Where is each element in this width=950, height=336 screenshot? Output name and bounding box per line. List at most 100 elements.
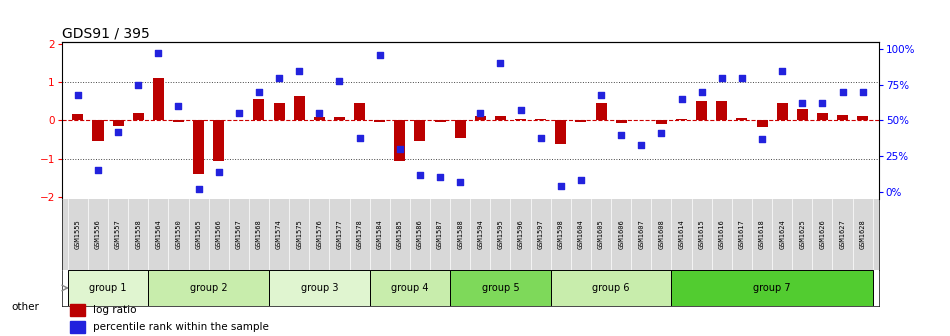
Text: GSM1626: GSM1626 <box>820 220 826 249</box>
Bar <box>736 118 748 120</box>
Text: GSM1594: GSM1594 <box>477 220 484 249</box>
Text: group 4: group 4 <box>391 283 428 293</box>
Point <box>312 111 327 116</box>
Point <box>110 129 125 134</box>
Text: log ratio: log ratio <box>93 305 136 315</box>
Point <box>614 132 629 137</box>
Point <box>795 100 810 106</box>
Text: GSM1566: GSM1566 <box>216 220 221 249</box>
Text: GDS91 / 395: GDS91 / 395 <box>62 26 149 40</box>
Bar <box>173 120 184 122</box>
Point <box>473 111 488 116</box>
Bar <box>450 270 551 306</box>
Text: GSM1577: GSM1577 <box>336 220 342 249</box>
Point <box>452 179 467 184</box>
Text: other: other <box>11 302 39 312</box>
Text: GSM1624: GSM1624 <box>779 220 785 249</box>
Point <box>734 75 750 80</box>
Point <box>674 96 689 102</box>
Text: GSM1588: GSM1588 <box>457 220 464 249</box>
Point <box>252 89 267 95</box>
Point <box>694 89 710 95</box>
Point <box>211 169 226 174</box>
Bar <box>551 270 672 306</box>
Text: percentile rank within the sample: percentile rank within the sample <box>93 322 269 332</box>
Bar <box>777 103 788 120</box>
Bar <box>817 113 828 120</box>
Point <box>332 78 347 83</box>
Point <box>191 186 206 192</box>
Bar <box>67 270 148 306</box>
Text: group 6: group 6 <box>593 283 630 293</box>
Bar <box>837 115 848 120</box>
Text: group 5: group 5 <box>482 283 520 293</box>
Point <box>292 68 307 73</box>
Bar <box>756 120 768 127</box>
Bar <box>70 322 85 333</box>
Text: GSM1555: GSM1555 <box>75 220 81 249</box>
Text: GSM1617: GSM1617 <box>739 220 745 249</box>
Bar <box>555 120 566 144</box>
Text: GSM1587: GSM1587 <box>437 220 443 249</box>
Bar <box>193 120 204 174</box>
Point <box>574 178 589 183</box>
Point <box>392 146 408 152</box>
Text: GSM1578: GSM1578 <box>356 220 363 249</box>
Text: GSM1585: GSM1585 <box>397 220 403 249</box>
Point <box>493 61 508 66</box>
Point <box>533 135 548 140</box>
Text: GSM1597: GSM1597 <box>538 220 543 249</box>
Bar <box>535 119 546 120</box>
Point <box>171 103 186 109</box>
Bar <box>716 101 728 120</box>
Text: group 7: group 7 <box>753 283 791 293</box>
Point <box>412 172 428 177</box>
Point <box>151 51 166 56</box>
Text: GSM1615: GSM1615 <box>698 220 705 249</box>
Text: GSM1625: GSM1625 <box>799 220 806 249</box>
Text: GSM1556: GSM1556 <box>95 220 101 249</box>
Point <box>654 131 669 136</box>
Bar <box>333 117 345 120</box>
Text: group 2: group 2 <box>190 283 227 293</box>
Bar <box>354 103 365 120</box>
Bar <box>672 270 873 306</box>
Point <box>774 68 789 73</box>
Point <box>594 92 609 97</box>
Text: GSM1606: GSM1606 <box>618 220 624 249</box>
Point <box>272 75 287 80</box>
Bar <box>112 120 124 126</box>
Point <box>231 111 246 116</box>
Point <box>372 52 388 57</box>
Bar <box>294 95 305 120</box>
Bar <box>153 78 164 120</box>
Text: GSM1596: GSM1596 <box>518 220 523 249</box>
Bar <box>434 120 446 122</box>
Text: GSM1567: GSM1567 <box>236 220 242 249</box>
Bar <box>797 109 808 120</box>
Text: GSM1550: GSM1550 <box>176 220 181 249</box>
Bar <box>857 116 868 120</box>
Bar <box>148 270 269 306</box>
Text: GSM1614: GSM1614 <box>678 220 685 249</box>
Point <box>714 75 730 80</box>
Point <box>815 100 830 106</box>
Bar <box>576 120 586 122</box>
Text: GSM1627: GSM1627 <box>840 220 846 249</box>
Bar <box>394 120 406 161</box>
Text: GSM1616: GSM1616 <box>719 220 725 249</box>
Text: GSM1565: GSM1565 <box>196 220 201 249</box>
Bar <box>475 116 485 120</box>
Bar <box>213 120 224 161</box>
Bar <box>616 120 627 124</box>
Bar <box>92 120 104 141</box>
Bar <box>370 270 450 306</box>
Text: GSM1568: GSM1568 <box>256 220 262 249</box>
Text: GSM1558: GSM1558 <box>135 220 142 249</box>
Text: GSM1557: GSM1557 <box>115 220 121 249</box>
Text: GSM1564: GSM1564 <box>156 220 162 249</box>
Text: group 3: group 3 <box>300 283 338 293</box>
Point <box>130 82 145 87</box>
Text: GSM1604: GSM1604 <box>578 220 584 249</box>
Text: GSM1574: GSM1574 <box>276 220 282 249</box>
